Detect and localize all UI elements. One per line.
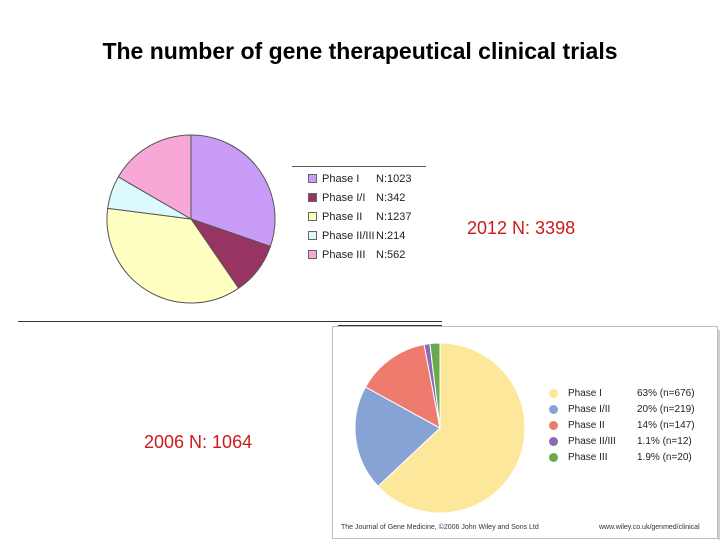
legend-label: Phase II/III bbox=[322, 229, 375, 242]
label-2012: 2012 N: 3398 bbox=[467, 218, 576, 238]
legend-dot bbox=[549, 404, 558, 414]
legend-dot bbox=[549, 388, 558, 398]
legend-dot bbox=[549, 420, 558, 430]
legend-label: Phase III bbox=[568, 451, 608, 463]
legend-value: 1.9% (n=20) bbox=[637, 451, 692, 463]
divider-line-short bbox=[338, 325, 442, 326]
legend-value: N:342 bbox=[376, 191, 406, 204]
legend-label: Phase II bbox=[322, 210, 363, 223]
legend-2012: Phase I N:1023 Phase I/I N:342 Phase II … bbox=[292, 166, 426, 264]
pie-slice-phase-ii bbox=[106, 207, 240, 304]
legend-label: Phase II bbox=[568, 419, 605, 431]
legend-swatch bbox=[308, 250, 317, 259]
legend-2006: Phase I 63% (n=676) Phase I/II 20% (n=21… bbox=[549, 385, 714, 465]
divider-line bbox=[18, 321, 442, 322]
legend-item: Phase III N:562 bbox=[292, 245, 426, 264]
legend-value: N:1023 bbox=[376, 172, 412, 185]
pie-slice-phase-i bbox=[190, 134, 276, 248]
legend-swatch bbox=[308, 174, 317, 183]
chart-panel-2006: Phase I 63% (n=676) Phase I/II 20% (n=21… bbox=[332, 326, 720, 540]
pie-slice-phase-i-ii bbox=[354, 386, 441, 487]
legend-value: N:214 bbox=[376, 229, 406, 242]
source-credit: The Journal of Gene Medicine, ©2006 John… bbox=[341, 524, 539, 531]
legend-value: 63% (n=676) bbox=[637, 387, 695, 399]
pie-slice-phase-ii bbox=[364, 343, 441, 429]
legend-label: Phase I/I bbox=[322, 191, 366, 204]
legend-label: Phase I/II bbox=[568, 403, 611, 415]
source-url: www.wiley.co.uk/genmed/clinical bbox=[599, 524, 700, 531]
legend-label: Phase I bbox=[322, 172, 360, 185]
legend-value: N:1237 bbox=[376, 210, 412, 223]
legend-item: Phase I/I N:342 bbox=[292, 188, 426, 207]
pie-chart-2012 bbox=[106, 134, 276, 304]
pie-slice-phase-i bbox=[377, 342, 526, 514]
page-title: The number of gene therapeutical clinica… bbox=[102, 38, 618, 64]
legend-swatch bbox=[308, 231, 317, 240]
legend-value: 1.1% (n=12) bbox=[637, 435, 692, 447]
legend-value: 14% (n=147) bbox=[637, 419, 695, 431]
legend-label: Phase III bbox=[322, 248, 366, 261]
legend-label: Phase I bbox=[568, 387, 602, 399]
legend-item: Phase I N:1023 bbox=[292, 169, 426, 188]
pie-slice-phase-iii bbox=[117, 134, 192, 220]
panel-shadow bbox=[718, 330, 720, 540]
legend-dot bbox=[549, 452, 558, 462]
legend-dot bbox=[549, 436, 558, 446]
legend-item: Phase III 1.9% (n=20) bbox=[549, 449, 714, 465]
legend-item: Phase I 63% (n=676) bbox=[549, 385, 714, 401]
legend-rule bbox=[292, 166, 426, 167]
legend-value: 20% (n=219) bbox=[637, 403, 695, 415]
label-2006: 2006 N: 1064 bbox=[144, 432, 253, 452]
legend-value: N:562 bbox=[376, 248, 406, 261]
pie-chart-2006 bbox=[354, 342, 526, 514]
pie-slice-phase-iii bbox=[429, 342, 441, 429]
legend-label: Phase II/III bbox=[568, 435, 616, 447]
legend-item: Phase II/III N:214 bbox=[292, 226, 426, 245]
legend-swatch bbox=[308, 212, 317, 221]
legend-swatch bbox=[308, 193, 317, 202]
legend-item: Phase II/III 1.1% (n=12) bbox=[549, 433, 714, 449]
legend-item: Phase II N:1237 bbox=[292, 207, 426, 226]
legend-item: Phase I/II 20% (n=219) bbox=[549, 401, 714, 417]
legend-item: Phase II 14% (n=147) bbox=[549, 417, 714, 433]
